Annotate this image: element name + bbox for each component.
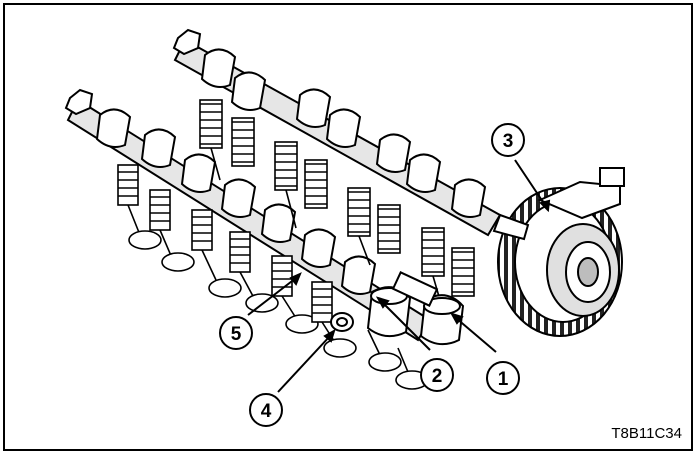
- callout-5-label: 5: [231, 324, 242, 345]
- front-camshaft-lobes: [95, 108, 377, 295]
- callout-3-label: 3: [503, 131, 514, 152]
- rear-camshaft-end-icon: [172, 28, 202, 56]
- callout-3: 3: [491, 123, 551, 213]
- rear-camshaft-lobes: [200, 48, 487, 218]
- front-valve-assemblies: [117, 164, 429, 390]
- figure-code: T8B11C34: [611, 425, 682, 442]
- front-camshaft-end-icon: [64, 88, 94, 116]
- callout-2: 2: [375, 296, 454, 392]
- callout-5: 5: [219, 272, 302, 350]
- camshaft-end-cap: [330, 312, 354, 332]
- tappet-bucket: [366, 271, 465, 346]
- callout-2-label: 2: [432, 366, 443, 387]
- callout-4: 4: [249, 328, 336, 427]
- camshaft-sprocket: [492, 167, 625, 337]
- callout-1: 1: [449, 312, 520, 395]
- front-camshaft: [64, 88, 432, 342]
- rear-camshaft: [172, 28, 502, 237]
- callout-4-label: 4: [261, 401, 272, 422]
- callout-1-label: 1: [498, 369, 509, 390]
